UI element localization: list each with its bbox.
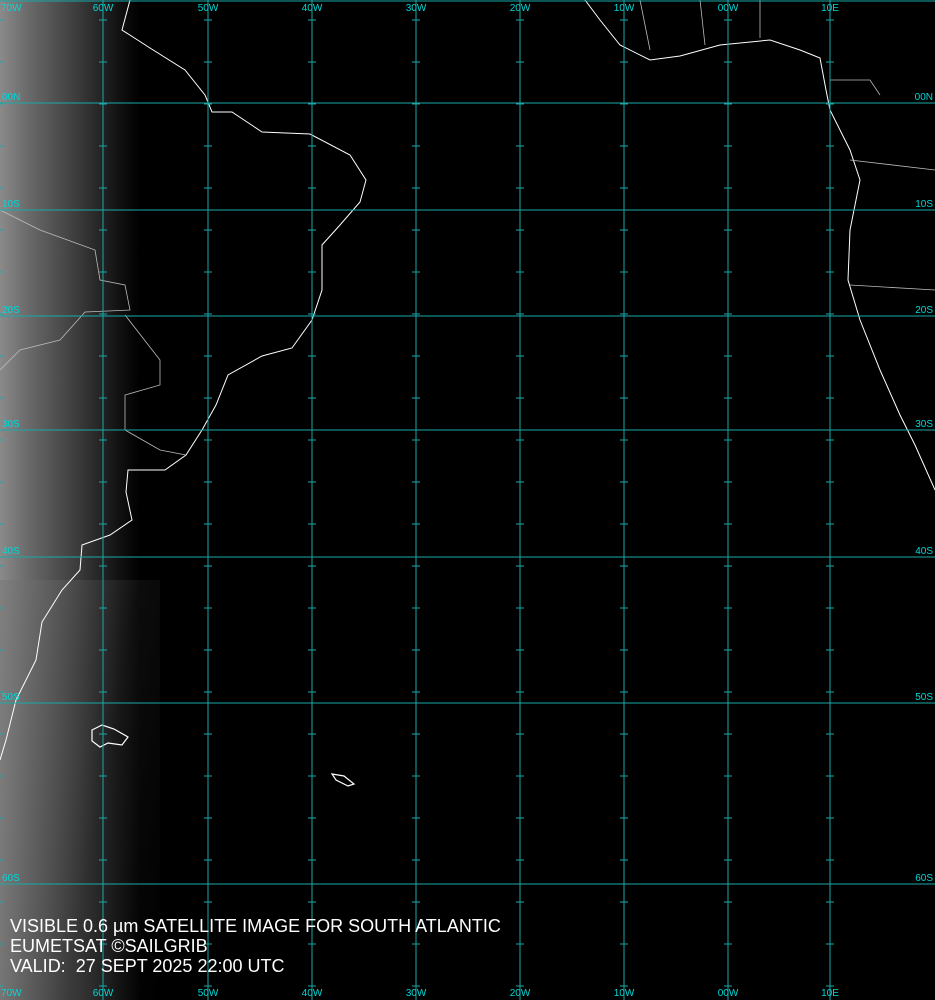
longitude-label-top: 30W bbox=[406, 3, 427, 14]
caption-title: VISIBLE 0.6 µm SATELLITE IMAGE FOR SOUTH… bbox=[10, 916, 501, 936]
africa-borders bbox=[639, 0, 935, 291]
caption-source: EUMETSAT ©SAILGRIB bbox=[10, 936, 208, 956]
south-america-borders bbox=[124, 314, 187, 456]
south-georgia bbox=[330, 773, 356, 787]
latitude-label-left: 10S bbox=[2, 199, 20, 210]
longitude-label-top: 10E bbox=[821, 3, 839, 14]
latitude-label-right: 10S bbox=[915, 199, 933, 210]
latitude-label-left: 50S bbox=[2, 692, 20, 703]
longitude-label-top: 00W bbox=[718, 3, 739, 14]
south-america-borders bbox=[0, 209, 131, 371]
caption-valid-time: VALID: 27 SEPT 2025 22:00 UTC bbox=[10, 956, 285, 976]
latitude-label-left: 40S bbox=[2, 546, 20, 557]
longitude-label-top: 40W bbox=[302, 3, 323, 14]
falkland-islands bbox=[91, 724, 129, 748]
longitude-label-bottom: 40W bbox=[302, 988, 323, 999]
longitude-label-bottom: 70W bbox=[1, 988, 22, 999]
south-america-coastline bbox=[0, 0, 367, 761]
latitude-label-right: 60S bbox=[915, 873, 933, 884]
image-caption: VISIBLE 0.6 µm SATELLITE IMAGE FOR SOUTH… bbox=[10, 916, 501, 976]
latitude-label-left: 20S bbox=[2, 305, 20, 316]
longitude-label-top: 70W bbox=[1, 3, 22, 14]
longitude-label-top: 60W bbox=[93, 3, 114, 14]
latitude-label-left: 60S bbox=[2, 873, 20, 884]
longitude-label-top: 50W bbox=[198, 3, 219, 14]
latitude-label-right: 40S bbox=[915, 546, 933, 557]
longitude-label-bottom: 10E bbox=[821, 988, 839, 999]
longitude-label-bottom: 50W bbox=[198, 988, 219, 999]
latitude-label-left: 00N bbox=[2, 92, 20, 103]
latitude-label-right: 30S bbox=[915, 419, 933, 430]
latitude-label-right: 20S bbox=[915, 305, 933, 316]
latitude-label-left: 30S bbox=[2, 419, 20, 430]
longitude-label-bottom: 00W bbox=[718, 988, 739, 999]
latitude-label-right: 00N bbox=[915, 92, 933, 103]
longitude-label-bottom: 10W bbox=[614, 988, 635, 999]
cloud-cover-south bbox=[0, 580, 160, 1000]
longitude-label-top: 20W bbox=[510, 3, 531, 14]
latitude-label-right: 50S bbox=[915, 692, 933, 703]
longitude-label-bottom: 60W bbox=[93, 988, 114, 999]
longitude-label-top: 10W bbox=[614, 3, 635, 14]
longitude-label-bottom: 20W bbox=[510, 988, 531, 999]
africa-coastline bbox=[584, 0, 935, 491]
longitude-label-bottom: 30W bbox=[406, 988, 427, 999]
